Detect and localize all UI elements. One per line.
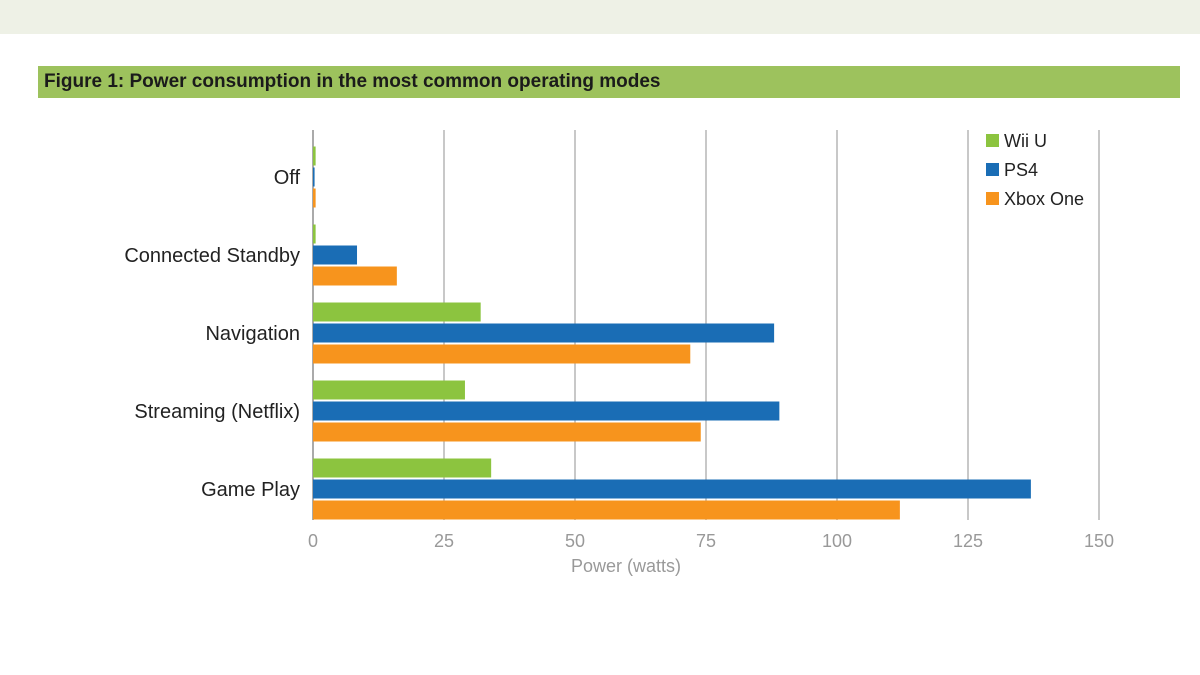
legend-swatch bbox=[986, 163, 999, 176]
legend-label: PS4 bbox=[1004, 160, 1038, 180]
top-band bbox=[0, 0, 1200, 34]
x-tick-label: 150 bbox=[1084, 531, 1114, 551]
category-label: Streaming (Netflix) bbox=[134, 401, 300, 423]
bar-wii-u bbox=[313, 380, 465, 400]
bar-xbox-one bbox=[313, 344, 691, 364]
category-label: Connected Standby bbox=[124, 245, 300, 267]
bar-ps4 bbox=[313, 401, 780, 421]
bar-xbox-one bbox=[313, 266, 397, 286]
bar-wii-u bbox=[313, 302, 481, 322]
bar-xbox-one bbox=[313, 188, 316, 208]
category-label: Game Play bbox=[201, 479, 300, 501]
category-label: Off bbox=[274, 167, 301, 189]
bar-xbox-one bbox=[313, 500, 900, 520]
legend-label: Wii U bbox=[1004, 131, 1047, 151]
bar-wii-u bbox=[313, 458, 492, 478]
x-tick-label: 125 bbox=[953, 531, 983, 551]
legend-swatch bbox=[986, 134, 999, 147]
x-axis-label: Power (watts) bbox=[571, 556, 681, 576]
x-tick-label: 100 bbox=[822, 531, 852, 551]
x-tick-label: 50 bbox=[565, 531, 585, 551]
bar-ps4 bbox=[313, 323, 775, 343]
legend-swatch bbox=[986, 192, 999, 205]
bar-xbox-one bbox=[313, 422, 701, 442]
legend-label: Xbox One bbox=[1004, 189, 1084, 209]
bar-ps4 bbox=[313, 245, 358, 265]
chart-title: Figure 1: Power consumption in the most … bbox=[38, 66, 1180, 98]
x-tick-label: 25 bbox=[434, 531, 454, 551]
bar-ps4 bbox=[313, 479, 1031, 499]
bar-wii-u bbox=[313, 146, 316, 166]
x-tick-label: 75 bbox=[696, 531, 716, 551]
category-label: Navigation bbox=[205, 323, 300, 345]
x-tick-label: 0 bbox=[308, 531, 318, 551]
bar-ps4 bbox=[313, 167, 315, 187]
bar-wii-u bbox=[313, 224, 316, 244]
